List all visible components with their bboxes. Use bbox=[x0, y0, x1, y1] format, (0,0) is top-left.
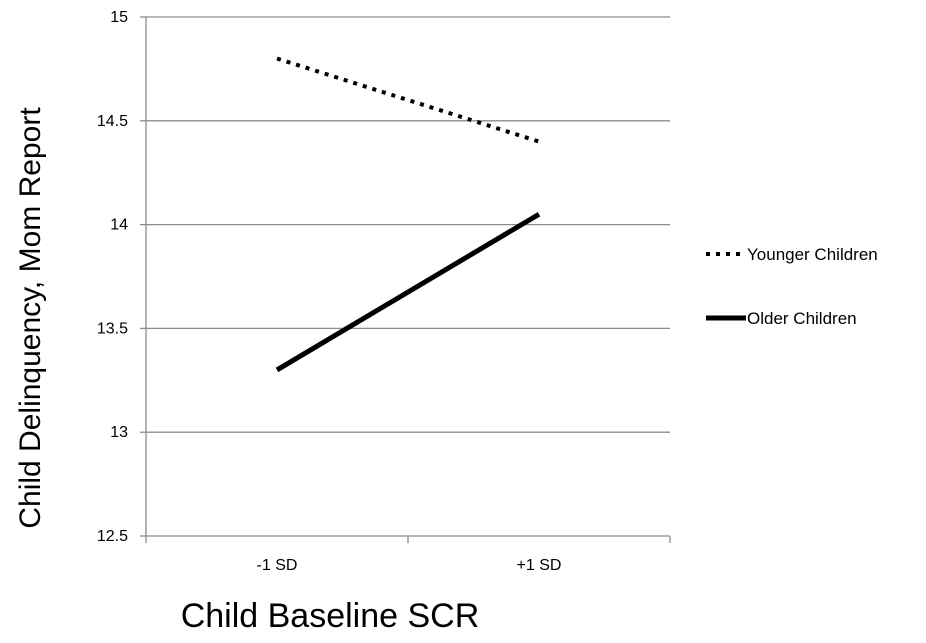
legend: Younger Children Older Children bbox=[706, 245, 878, 328]
x-axis-label: Child Baseline SCR bbox=[181, 597, 480, 635]
y-tick-label: 15 bbox=[110, 9, 128, 26]
legend-label: Younger Children bbox=[747, 245, 878, 264]
y-tick-label: 13 bbox=[110, 424, 128, 441]
gridlines bbox=[146, 16, 670, 433]
y-tick-label: 12.5 bbox=[97, 528, 128, 545]
x-tick-label: +1 SD bbox=[517, 557, 562, 574]
y-tick-label: 14.5 bbox=[97, 113, 128, 130]
y-tick-label: 14 bbox=[110, 217, 128, 234]
series-lines bbox=[275, 56, 541, 373]
series-line-older-children bbox=[275, 212, 541, 373]
y-axis-label: Child Delinquency, Mom Report bbox=[14, 107, 47, 529]
axes: 12.5 13 13.5 14 14.5 15 -1 SD +1 SD bbox=[97, 9, 671, 574]
y-tick-label: 13.5 bbox=[97, 320, 128, 337]
legend-label: Older Children bbox=[747, 309, 857, 328]
x-tick-label: -1 SD bbox=[257, 557, 298, 574]
series-line-younger-children bbox=[276, 56, 540, 144]
